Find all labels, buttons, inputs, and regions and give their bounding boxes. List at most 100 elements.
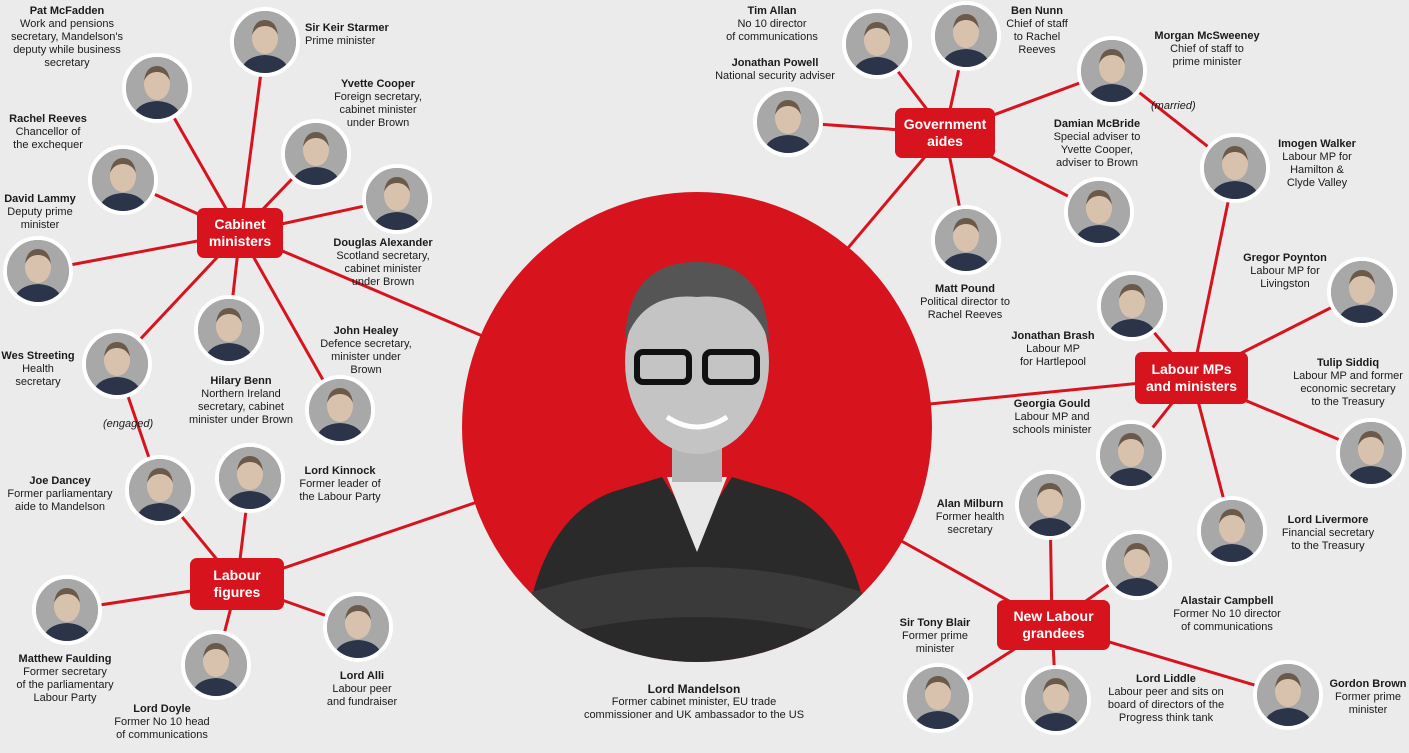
person-role: No 10 director of communications <box>726 18 818 43</box>
avatar-benn <box>194 295 264 365</box>
avatar-liddle <box>1021 665 1091 735</box>
hub-government-aides: Government aides <box>895 108 995 158</box>
avatar-kinnock <box>215 443 285 513</box>
person-name: Tulip Siddiq <box>1316 357 1380 369</box>
person-name: Jonathan Brash <box>1011 330 1095 342</box>
person-name: Lord Livermore <box>1287 514 1369 526</box>
person-label-faulding: Matthew Faulding Former secretary of the … <box>0 653 140 705</box>
person-name: Imogen Walker <box>1278 138 1356 150</box>
person-name: Lord Liddle <box>1136 673 1196 685</box>
person-label-brash: Jonathan Brash Labour MP for Hartlepool <box>978 330 1128 369</box>
avatar-siddiq <box>1336 418 1406 488</box>
person-name: Gordon Brown <box>1329 678 1407 690</box>
person-role: Former prime minister <box>1334 691 1401 716</box>
avatar-lammy <box>3 236 73 306</box>
person-role: Financial secretary to the Treasury <box>1281 527 1375 552</box>
person-label-kinnock: Lord Kinnock Former leader of the Labour … <box>265 465 415 504</box>
person-name: Ben Nunn <box>1011 5 1063 17</box>
person-name: Matthew Faulding <box>18 653 112 665</box>
person-role: Labour peer and sits on board of directo… <box>1107 686 1225 724</box>
person-role: Health secretary <box>15 363 61 388</box>
avatar-milburn <box>1015 470 1085 540</box>
avatar-streeting <box>82 329 152 399</box>
person-label-starmer: Sir Keir Starmer Prime minister <box>305 22 455 48</box>
person-role: Political director to Rachel Reeves <box>920 296 1010 321</box>
person-label-dancey: Joe Dancey Former parliamentary aide to M… <box>0 475 135 514</box>
person-label-mcfadden: Pat McFadden Work and pensions secretary,… <box>0 5 142 70</box>
hub-cabinet-ministers: Cabinet ministers <box>197 208 283 258</box>
avatar-allan <box>842 9 912 79</box>
person-name: Wes Streeting <box>1 350 75 362</box>
person-name: Rachel Reeves <box>9 113 87 125</box>
hub-labour-figures: Labour figures <box>190 558 284 610</box>
person-label-lammy: David Lammy Deputy prime minister <box>0 193 115 232</box>
person-role: Labour MP and schools minister <box>1012 411 1092 436</box>
avatar-gould <box>1096 420 1166 490</box>
person-label-milburn: Alan Milburn Former health secretary <box>895 498 1045 537</box>
person-role: Work and pensions secretary, Mandelson's… <box>11 18 123 69</box>
person-role: Labour MP for Livingston <box>1250 265 1320 290</box>
lord-mandelson-role: Former cabinet minister, EU trade commis… <box>583 696 805 721</box>
avatar-cooper <box>281 119 351 189</box>
avatar-nunn <box>931 1 1001 71</box>
avatar-doyle <box>181 630 251 700</box>
person-label-livermore: Lord Livermore Financial secretary to the… <box>1253 514 1403 553</box>
person-label-nunn: Ben Nunn Chief of staff to Rachel Reeves <box>962 5 1112 57</box>
person-label-doyle: Lord Doyle Former No 10 head of communica… <box>87 703 237 742</box>
person-label-alexander: Douglas Alexander Scotland secretary, cab… <box>308 237 458 289</box>
person-name: Alastair Campbell <box>1180 595 1274 607</box>
avatar-alli <box>323 592 393 662</box>
person-label-mcsweeney: Morgan McSweeney Chief of staff to prime … <box>1132 30 1282 69</box>
person-role: Chief of staff to prime minister <box>1170 43 1244 68</box>
avatar-brash <box>1097 271 1167 341</box>
person-label-healey: John Healey Defence secretary, minister u… <box>291 325 441 377</box>
person-role: Prime minister <box>305 35 376 47</box>
person-name: Matt Pound <box>935 283 995 295</box>
avatar-poynton <box>1327 257 1397 327</box>
avatar-alexander <box>362 164 432 234</box>
engaged-note: (engaged) <box>103 418 154 430</box>
person-label-brown: Gordon Brown Former prime minister <box>1293 678 1409 717</box>
avatar-reeves <box>88 145 158 215</box>
person-role: Defence secretary, minister under Brown <box>320 338 412 376</box>
person-label-walker: Imogen Walker Labour MP for Hamilton & Cl… <box>1242 138 1392 190</box>
person-label-allan: Tim Allan No 10 director of communication… <box>697 5 847 44</box>
person-name: John Healey <box>333 325 399 337</box>
person-label-blair: Sir Tony Blair Former prime minister <box>860 617 1010 656</box>
person-label-gould: Georgia Gould Labour MP and schools minis… <box>977 398 1127 437</box>
person-role: Former secretary of the parliamentary La… <box>16 666 114 704</box>
person-label-streeting: Wes Streeting Health secretary <box>0 350 113 389</box>
person-name: Lord Doyle <box>133 703 191 715</box>
person-role: Former prime minister <box>901 630 968 655</box>
person-role: Labour peer and fundraiser <box>326 683 398 708</box>
person-name: Jonathan Powell <box>731 57 819 69</box>
person-role: Former health secretary <box>935 511 1005 536</box>
person-name: Damian McBride <box>1053 118 1141 130</box>
person-label-benn: Hilary Benn Northern Ireland secretary, c… <box>166 375 316 427</box>
avatar-faulding <box>32 575 102 645</box>
person-role: Former No 10 head of communications <box>114 716 210 741</box>
hub-labour-mps: Labour MPs and ministers <box>1135 352 1248 404</box>
person-role: Labour MP and former economic secretary … <box>1293 370 1403 408</box>
married-note: (married) <box>1151 100 1196 112</box>
hub-new-labour-grandees: New Labour grandees <box>997 600 1110 650</box>
person-role: Labour MP for Hartlepool <box>1019 343 1087 368</box>
lord-mandelson-name: Lord Mandelson <box>647 682 741 696</box>
person-name: Sir Tony Blair <box>899 617 971 629</box>
person-label-cooper: Yvette Cooper Foreign secretary, cabinet … <box>303 78 453 130</box>
avatar-campbell <box>1102 530 1172 600</box>
person-role: Chancellor of the exchequer <box>13 126 83 151</box>
person-role: Former parliamentary aide to Mandelson <box>7 488 113 513</box>
person-role: Former No 10 director of communications <box>1173 608 1281 633</box>
person-role: Chief of staff to Rachel Reeves <box>1006 18 1068 56</box>
avatar-mcfadden <box>122 53 192 123</box>
person-role: Scotland secretary, cabinet minister und… <box>336 250 430 288</box>
person-role: Former leader of the Labour Party <box>299 478 381 503</box>
person-name: Lord Kinnock <box>304 465 376 477</box>
person-name: Pat McFadden <box>29 5 105 17</box>
person-role: Special adviser to Yvette Cooper, advise… <box>1053 131 1141 169</box>
person-role: Northern Ireland secretary, cabinet mini… <box>189 388 293 426</box>
person-name: Gregor Poynton <box>1243 252 1327 264</box>
person-name: Georgia Gould <box>1013 398 1091 410</box>
person-role: Deputy prime minister <box>7 206 73 231</box>
